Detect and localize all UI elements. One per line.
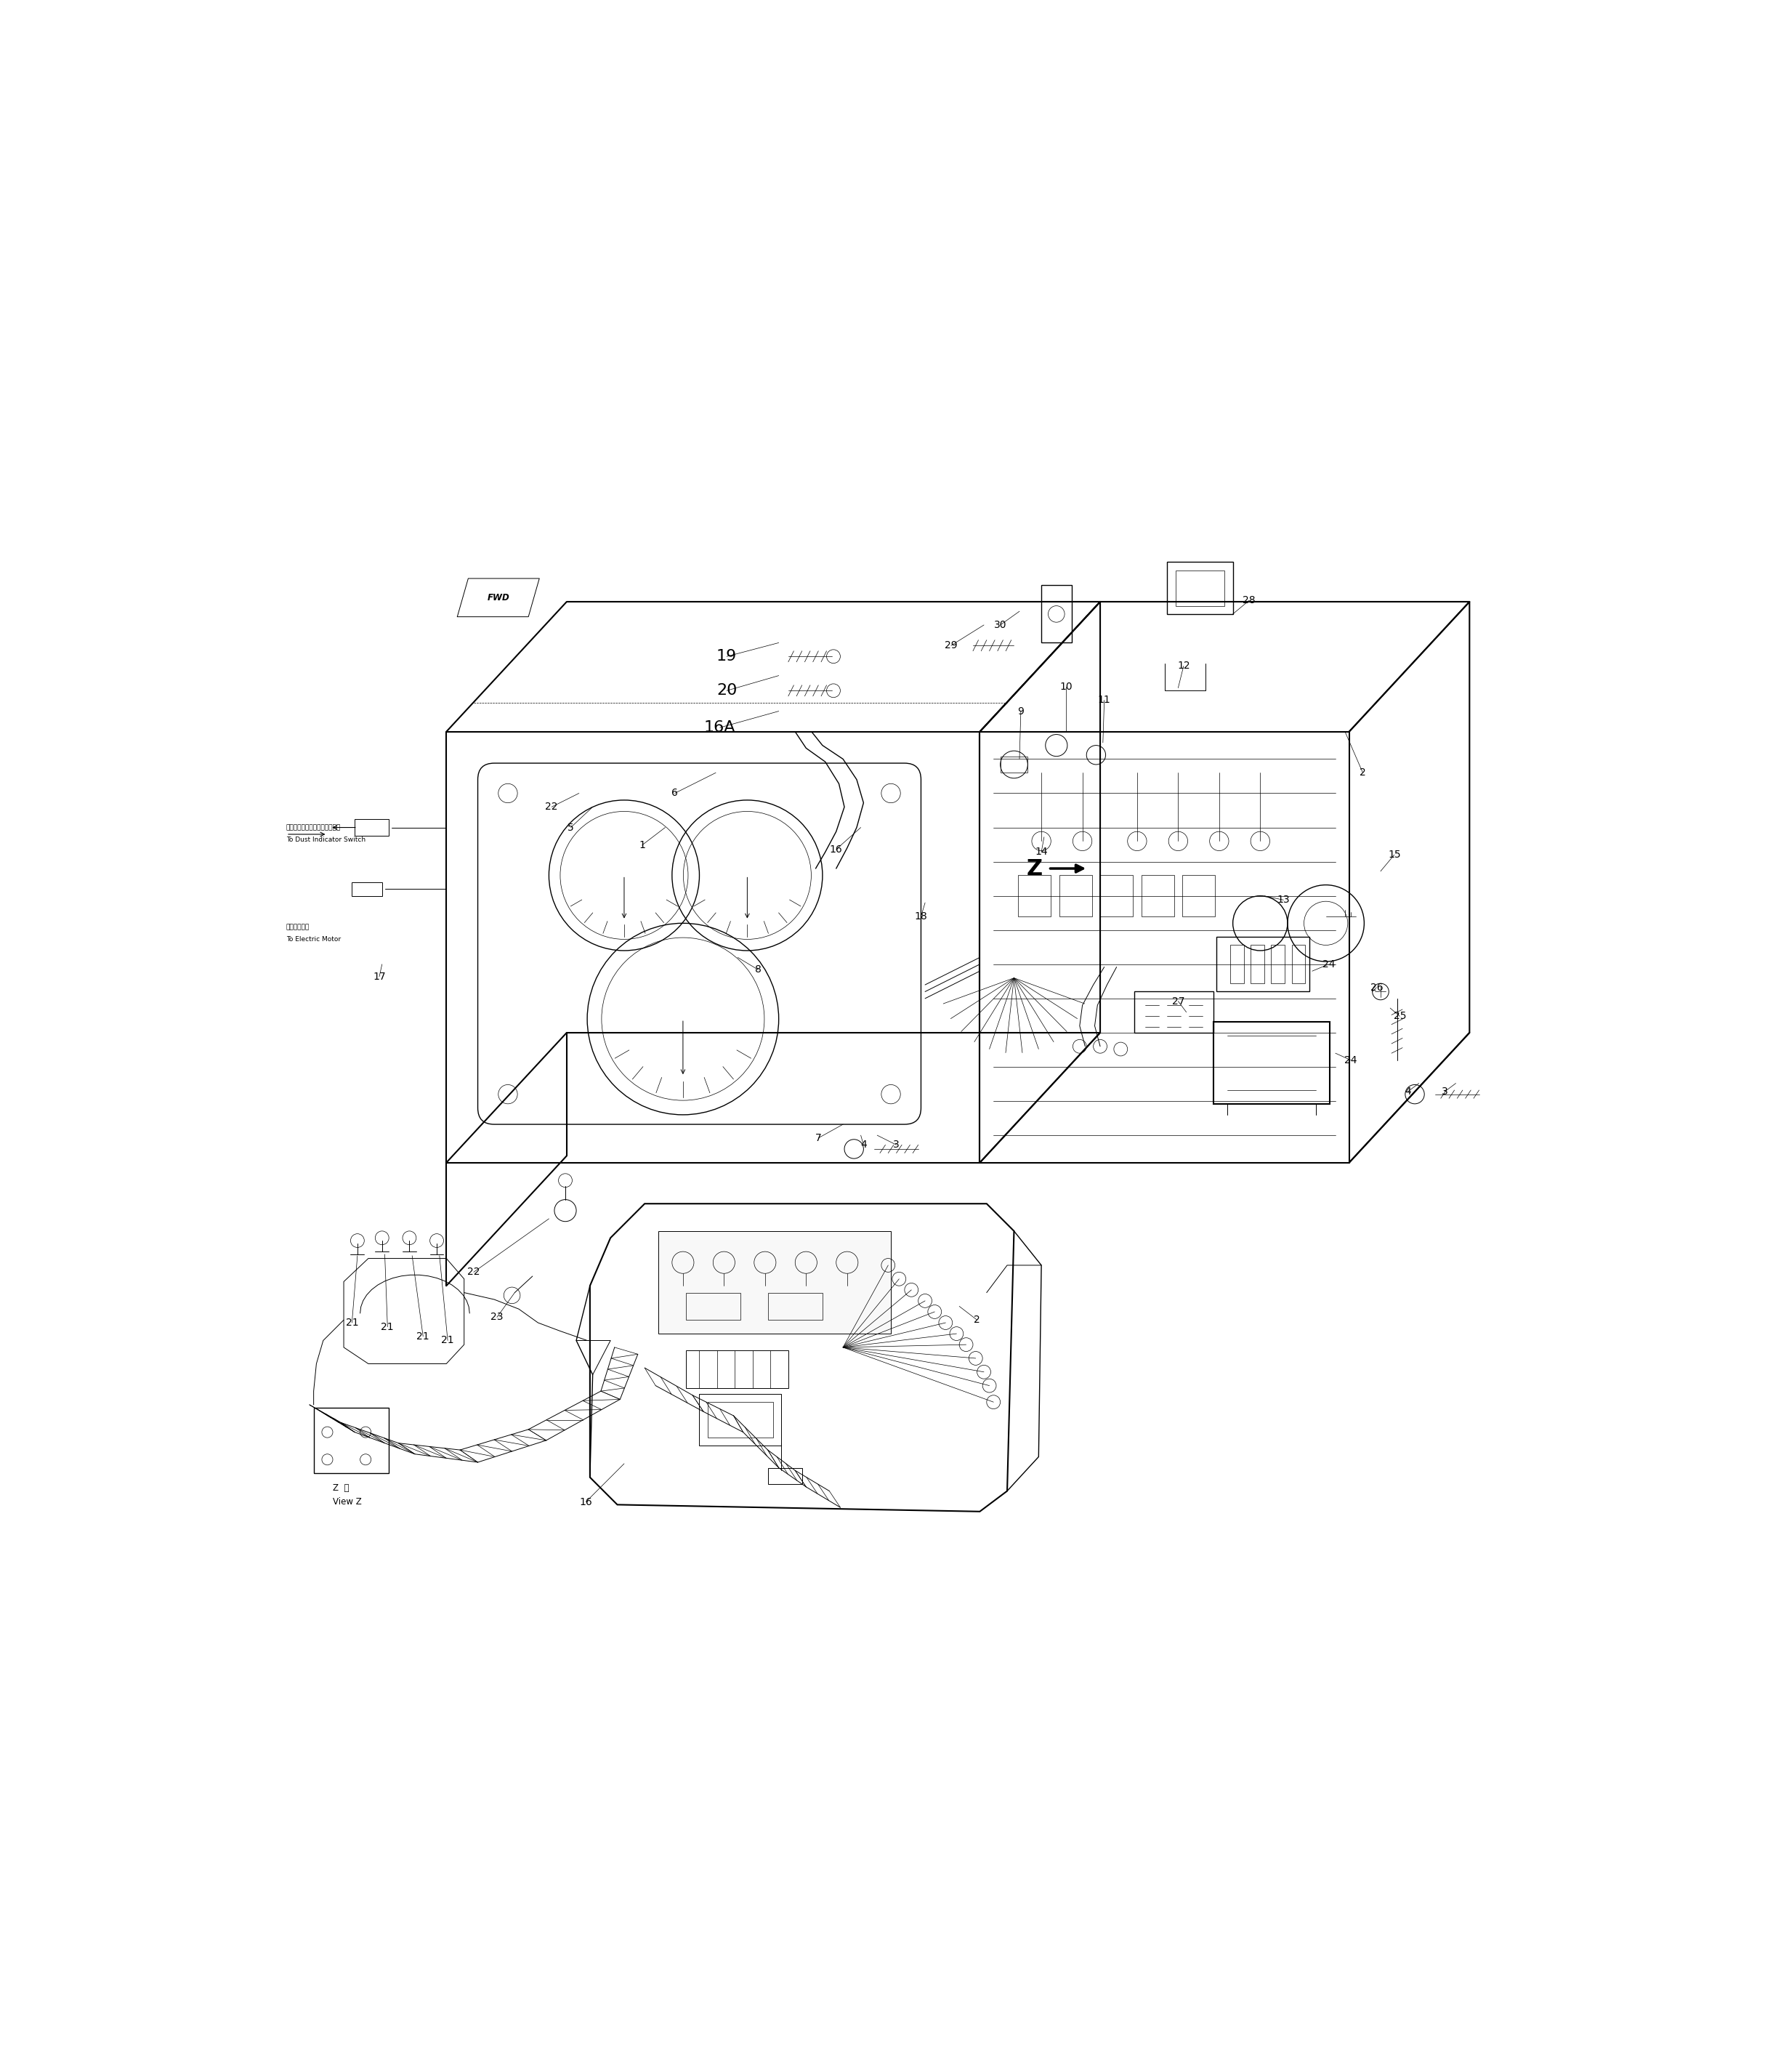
- Text: 10: 10: [1059, 682, 1073, 692]
- Bar: [768, 1293, 822, 1320]
- Text: 12: 12: [1177, 661, 1190, 671]
- Text: 22: 22: [545, 802, 558, 812]
- Text: 29: 29: [944, 640, 957, 651]
- Text: 17: 17: [372, 972, 387, 982]
- Text: 28: 28: [1243, 595, 1255, 605]
- Text: 24: 24: [1322, 959, 1334, 970]
- Text: 15: 15: [1387, 850, 1401, 860]
- Text: 21: 21: [417, 1332, 429, 1341]
- Bar: [1142, 874, 1174, 916]
- Bar: [351, 883, 381, 895]
- Text: 19: 19: [717, 649, 738, 663]
- Bar: [1183, 874, 1214, 916]
- Bar: [685, 1351, 789, 1388]
- Text: 18: 18: [914, 912, 927, 922]
- Text: 14: 14: [1034, 847, 1048, 858]
- Text: 1: 1: [639, 839, 646, 850]
- Bar: [355, 818, 388, 835]
- Text: 27: 27: [1172, 997, 1184, 1007]
- Text: 21: 21: [346, 1318, 358, 1328]
- Bar: [314, 1407, 388, 1473]
- Bar: [685, 1293, 741, 1320]
- Text: 9: 9: [1018, 707, 1024, 717]
- Bar: [1216, 937, 1310, 992]
- Text: 21: 21: [441, 1336, 454, 1345]
- Text: 26: 26: [1370, 982, 1384, 992]
- Text: 8: 8: [755, 966, 761, 974]
- Text: 4: 4: [860, 1140, 867, 1150]
- Text: 16: 16: [579, 1496, 593, 1506]
- Text: 24: 24: [1345, 1055, 1357, 1065]
- Text: FWD: FWD: [487, 593, 510, 603]
- Text: 16A: 16A: [704, 721, 736, 736]
- Bar: [1135, 992, 1214, 1032]
- Bar: [1251, 945, 1264, 984]
- Text: 3: 3: [893, 1140, 900, 1150]
- Bar: [1230, 945, 1244, 984]
- Bar: [1292, 945, 1306, 984]
- Bar: [708, 1403, 773, 1438]
- Text: 電動モータへ: 電動モータへ: [286, 924, 309, 930]
- Bar: [1214, 1021, 1331, 1104]
- Text: 5: 5: [568, 823, 574, 833]
- Text: View Z: View Z: [334, 1498, 362, 1506]
- Bar: [1059, 874, 1093, 916]
- Text: ダストインジケータスイッチへ: ダストインジケータスイッチへ: [286, 825, 341, 831]
- Bar: [1100, 874, 1133, 916]
- Text: 16: 16: [830, 843, 842, 854]
- Text: 21: 21: [381, 1322, 394, 1332]
- Text: 20: 20: [717, 684, 738, 698]
- Bar: [1271, 945, 1285, 984]
- Bar: [1167, 562, 1232, 613]
- Text: Z  視: Z 視: [334, 1484, 349, 1494]
- Text: 4: 4: [1405, 1086, 1412, 1096]
- Text: 6: 6: [671, 787, 678, 798]
- Text: Z: Z: [1027, 858, 1043, 879]
- Bar: [1018, 874, 1050, 916]
- Text: 3: 3: [1442, 1086, 1447, 1096]
- Bar: [1041, 584, 1071, 642]
- Bar: [1001, 756, 1027, 773]
- Text: 23: 23: [491, 1312, 503, 1322]
- Text: 2: 2: [974, 1316, 980, 1326]
- Text: 11: 11: [1098, 694, 1110, 704]
- Text: To Electric Motor: To Electric Motor: [286, 937, 341, 943]
- Text: 30: 30: [994, 620, 1006, 630]
- Text: To Dust Indicator Switch: To Dust Indicator Switch: [286, 837, 365, 843]
- Text: 25: 25: [1393, 1011, 1407, 1021]
- Text: 22: 22: [468, 1266, 480, 1276]
- Text: 2: 2: [1359, 767, 1366, 777]
- Bar: [658, 1231, 891, 1334]
- Bar: [699, 1394, 782, 1446]
- Bar: [1175, 570, 1225, 605]
- Bar: [768, 1467, 801, 1484]
- Text: 13: 13: [1278, 895, 1290, 905]
- Text: 7: 7: [815, 1133, 821, 1144]
